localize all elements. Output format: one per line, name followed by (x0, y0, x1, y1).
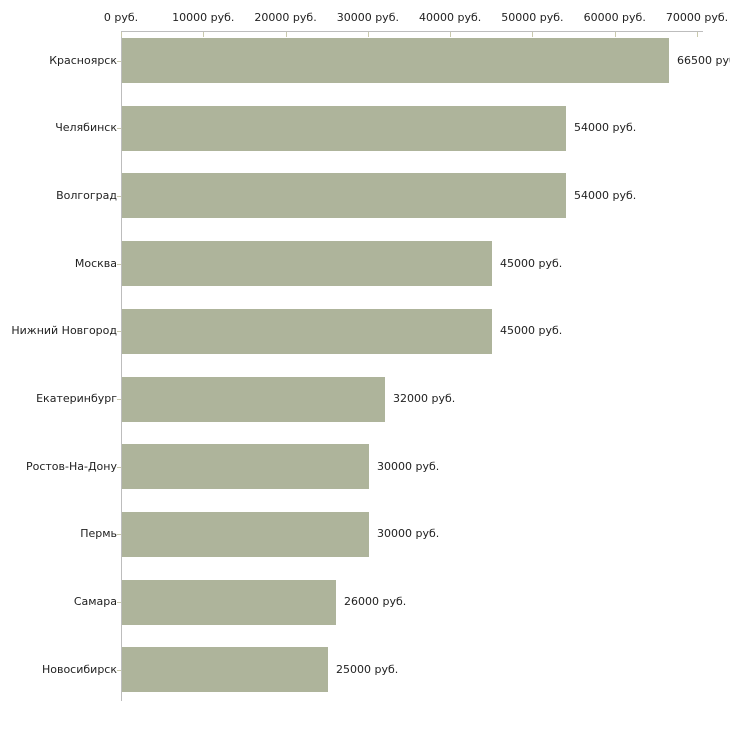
value-label: 30000 руб. (377, 459, 440, 473)
value-label: 32000 руб. (393, 392, 456, 405)
x-axis-tick (697, 32, 698, 37)
x-axis-tick-label: 20000 руб. (254, 11, 317, 24)
x-axis-tick (285, 32, 287, 37)
x-axis-tick-label: 60000 руб. (583, 11, 646, 24)
x-axis-tick (367, 32, 369, 37)
category-label: Новосибирск (41, 662, 117, 676)
value-label: 30000 руб. (377, 527, 440, 541)
x-axis-tick (614, 32, 616, 37)
y-axis-tick (117, 263, 121, 265)
value-label: 25000 руб. (336, 662, 399, 676)
y-axis-tick (117, 534, 121, 536)
bar (122, 647, 328, 693)
y-axis-tick (117, 195, 121, 197)
x-axis-tick-label: 30000 руб. (336, 11, 399, 24)
x-axis-tick (203, 32, 205, 37)
y-axis-tick (117, 399, 121, 400)
bar (122, 579, 336, 625)
y-axis-tick (117, 669, 121, 671)
bar (122, 376, 385, 422)
y-axis-tick (117, 331, 121, 333)
value-label: 26000 руб. (344, 595, 407, 609)
category-label: Волгоград (56, 188, 117, 202)
x-axis-tick-label: 50000 руб. (501, 11, 564, 24)
x-axis-tick (532, 32, 534, 37)
x-axis-tick-label: 40000 руб. (419, 11, 482, 24)
bar (122, 511, 369, 557)
y-axis-tick (117, 602, 121, 604)
y-axis-line (121, 31, 122, 701)
x-axis-tick-label: 0 руб. (103, 11, 139, 24)
bar (122, 308, 492, 354)
y-axis-tick (117, 60, 121, 62)
category-label: Екатеринбург (36, 392, 117, 405)
x-axis-tick-label: 70000 руб. (665, 11, 729, 24)
value-label: 54000 руб. (574, 121, 637, 135)
category-label: Пермь (80, 527, 117, 541)
x-axis-tick (450, 32, 452, 37)
bar (122, 444, 369, 490)
y-axis-tick (117, 128, 121, 130)
x-axis-tick-label: 10000 руб. (172, 11, 235, 24)
category-label: Москва (74, 256, 117, 270)
x-axis-tick (121, 32, 122, 37)
value-label: 54000 руб. (574, 188, 637, 202)
value-label: 66500 руб. (677, 53, 730, 67)
x-axis-line (121, 31, 703, 32)
category-label: Красноярск (49, 53, 117, 67)
category-label: Самара (73, 595, 117, 609)
bar (122, 241, 492, 287)
category-label: Челябинск (55, 121, 117, 135)
value-label: 45000 руб. (500, 256, 563, 270)
bar (122, 38, 669, 83)
category-label: Нижний Новгород (11, 324, 117, 338)
bar (122, 105, 566, 151)
value-label: 45000 руб. (500, 324, 563, 338)
bar (122, 173, 566, 219)
y-axis-tick (117, 466, 121, 468)
category-label: Ростов-На-Дону (25, 459, 117, 473)
